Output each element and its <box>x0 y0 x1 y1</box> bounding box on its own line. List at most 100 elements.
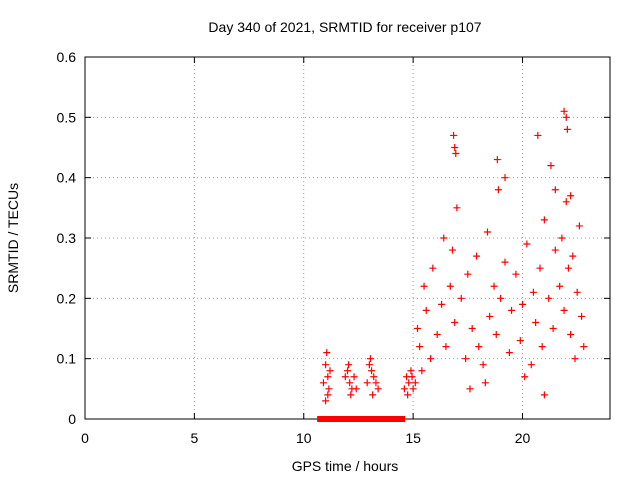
data-point <box>408 373 416 381</box>
y-tick-label: 0 <box>68 411 76 427</box>
data-point <box>422 306 430 314</box>
data-point <box>501 174 509 182</box>
x-tick-label: 15 <box>405 430 421 446</box>
data-marks <box>317 107 588 422</box>
chart-title: Day 340 of 2021, SRMTID for receiver p10… <box>208 19 481 35</box>
x-tick-label: 20 <box>515 430 531 446</box>
data-point <box>416 343 424 351</box>
data-point <box>479 361 487 369</box>
data-point <box>567 331 575 339</box>
y-tick-label: 0.4 <box>57 170 77 186</box>
data-point <box>490 282 498 290</box>
data-point <box>516 337 524 345</box>
data-point-zero <box>328 416 335 422</box>
data-point <box>536 264 544 272</box>
data-point <box>404 391 412 399</box>
data-point <box>438 300 446 308</box>
data-point <box>464 270 472 278</box>
x-axis-label: GPS time / hours <box>292 458 399 474</box>
data-point <box>374 385 382 393</box>
data-point <box>560 107 568 115</box>
data-point <box>363 379 371 387</box>
data-point-zero <box>393 416 400 422</box>
data-point <box>538 343 546 351</box>
data-point <box>534 131 542 139</box>
data-point <box>532 318 540 326</box>
data-point <box>418 367 426 375</box>
data-point <box>580 343 588 351</box>
data-point <box>347 391 355 399</box>
data-point <box>494 186 502 194</box>
x-tick-label: 5 <box>190 430 198 446</box>
data-point <box>551 186 559 194</box>
data-point <box>325 385 333 393</box>
data-point <box>501 258 509 266</box>
data-point <box>319 379 327 387</box>
data-point <box>433 331 441 339</box>
data-point-zero <box>355 416 362 422</box>
data-point <box>451 318 459 326</box>
data-point <box>409 385 417 393</box>
data-point <box>446 282 454 290</box>
data-point <box>407 367 415 375</box>
data-point <box>442 343 450 351</box>
grid-layer <box>85 57 610 419</box>
data-point <box>466 385 474 393</box>
data-point <box>468 325 476 332</box>
y-axis-label: SRMTID / TECUs <box>5 183 21 293</box>
x-tick-label: 0 <box>81 430 89 446</box>
data-point <box>486 312 494 320</box>
data-point <box>420 282 428 290</box>
data-point <box>345 361 353 369</box>
y-tick-label: 0.1 <box>57 351 77 367</box>
data-point <box>521 373 529 381</box>
data-point <box>369 391 377 399</box>
data-point <box>578 312 586 320</box>
data-point <box>547 162 555 170</box>
data-point <box>484 228 491 236</box>
data-point <box>405 379 413 387</box>
data-point <box>344 367 351 375</box>
data-point <box>540 391 548 399</box>
data-point <box>346 379 354 387</box>
data-point <box>567 192 575 200</box>
data-point <box>562 113 570 121</box>
data-point <box>324 391 332 399</box>
data-point <box>350 373 358 381</box>
data-point <box>450 131 458 139</box>
data-point <box>457 294 465 302</box>
y-tick-label: 0.2 <box>57 290 77 306</box>
data-point <box>440 234 448 242</box>
tick-layer: 0 0.1 0.2 0.3 0.4 0.5 0.6 0 5 10 15 20 <box>57 49 610 446</box>
data-point <box>512 270 520 278</box>
data-point <box>571 355 579 363</box>
x-tick-label: 10 <box>296 430 312 446</box>
data-point <box>429 264 437 272</box>
data-point <box>558 234 566 242</box>
data-point <box>322 361 330 369</box>
data-point <box>365 361 373 369</box>
data-point <box>493 156 501 164</box>
data-point <box>519 300 526 308</box>
data-point <box>545 294 553 302</box>
y-tick-label: 0.6 <box>57 49 77 65</box>
data-point-zero <box>322 416 329 422</box>
data-point <box>449 246 456 254</box>
data-point-zero <box>344 416 351 422</box>
data-point-zero <box>377 416 384 422</box>
data-point <box>569 252 577 260</box>
data-point <box>411 379 419 387</box>
data-point <box>508 306 516 314</box>
data-point <box>453 204 461 212</box>
data-point <box>322 397 330 405</box>
data-point <box>573 288 581 296</box>
data-point <box>370 373 378 381</box>
data-point <box>560 306 568 314</box>
data-point <box>551 246 559 254</box>
data-point-zero <box>366 416 373 422</box>
data-point <box>326 367 334 375</box>
data-point <box>529 288 537 296</box>
data-point <box>352 385 360 393</box>
data-point <box>366 355 374 363</box>
